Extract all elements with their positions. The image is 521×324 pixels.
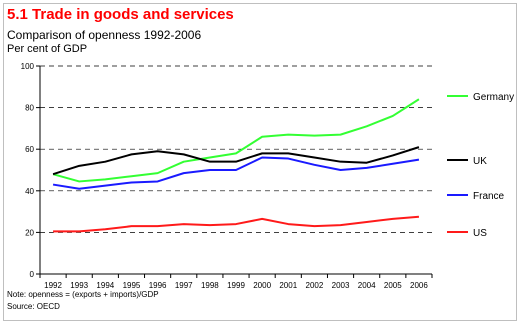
x-tick-label-2002: 2002 bbox=[306, 281, 324, 290]
x-tick-label-1994: 1994 bbox=[96, 281, 114, 290]
legend-label-us: US bbox=[473, 228, 487, 239]
chart-frame bbox=[3, 3, 517, 321]
legend-label-germany: Germany bbox=[473, 92, 514, 103]
series-line-uk bbox=[52, 146, 420, 176]
legend-label-france: France bbox=[473, 191, 505, 202]
y-tick-label-80: 80 bbox=[25, 104, 34, 113]
x-tick-label-2006: 2006 bbox=[410, 281, 428, 290]
y-tick-label-40: 40 bbox=[25, 187, 34, 196]
x-tick-label-1993: 1993 bbox=[70, 281, 88, 290]
y-tick-label-20: 20 bbox=[25, 228, 34, 237]
y-tick-label-60: 60 bbox=[25, 145, 34, 154]
x-tick-label-1996: 1996 bbox=[149, 281, 167, 290]
gridlines bbox=[40, 65, 432, 233]
series-line-france bbox=[52, 156, 420, 190]
y-axis-label: Per cent of GDP bbox=[7, 43, 88, 55]
x-tick-label-2003: 2003 bbox=[332, 281, 350, 290]
chart-subtitle: Comparison of openness 1992-2006 bbox=[7, 28, 202, 42]
y-tick-label-100: 100 bbox=[21, 62, 35, 71]
series-lines bbox=[52, 98, 420, 233]
x-tick-label-2000: 2000 bbox=[253, 281, 271, 290]
x-tick-label-1998: 1998 bbox=[201, 281, 219, 290]
series-line-germany bbox=[52, 98, 420, 183]
axes: 0 20 40 60 80 100 1992 1993 1994 1995 1996 1997 1998… bbox=[21, 62, 433, 290]
y-tick-label-0: 0 bbox=[30, 270, 35, 279]
x-tick-label-1995: 1995 bbox=[123, 281, 141, 290]
x-tick-label-1997: 1997 bbox=[175, 281, 193, 290]
legend-label-uk: UK bbox=[473, 156, 487, 167]
note-text: Note: openness = (exports + imports)/GDP bbox=[7, 290, 159, 299]
x-tick-label-1999: 1999 bbox=[227, 281, 245, 290]
legend: Germany UK France US bbox=[447, 92, 514, 239]
x-tick-label-1992: 1992 bbox=[44, 281, 62, 290]
chart-title: 5.1 Trade in goods and services bbox=[7, 6, 234, 23]
source-text: Source: OECD bbox=[7, 302, 60, 311]
x-tick-label-2004: 2004 bbox=[358, 281, 376, 290]
x-tick-label-2005: 2005 bbox=[384, 281, 402, 290]
x-tick-label-2001: 2001 bbox=[279, 281, 297, 290]
series-line-us bbox=[53, 215, 420, 233]
